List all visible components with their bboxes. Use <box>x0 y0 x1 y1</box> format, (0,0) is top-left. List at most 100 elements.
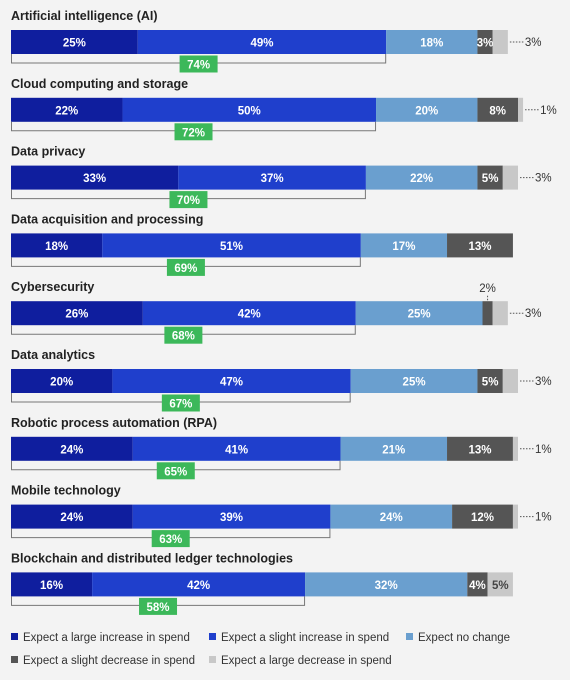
bar-segment-large-increase <box>11 165 179 190</box>
bar-label: 5% <box>482 173 499 185</box>
bar-label: 12% <box>471 512 494 524</box>
bar-segment-no-change <box>386 30 478 54</box>
bar-label: 39% <box>220 512 243 524</box>
bar-segment-no-change <box>360 233 448 258</box>
total-badge <box>156 462 195 480</box>
bar-label: 16% <box>40 580 63 592</box>
bar-label: 18% <box>45 241 68 253</box>
bar-segment-large-increase <box>11 572 93 597</box>
category-title: Data privacy <box>11 145 85 159</box>
callout-label: 3% <box>535 173 552 185</box>
total-badge <box>179 55 218 73</box>
category-title: Blockchain and distributed ledger techno… <box>11 551 293 565</box>
bar-label: 13% <box>468 444 491 456</box>
bar-label: 25% <box>403 377 426 389</box>
legend-swatch-large-increase <box>11 633 18 640</box>
bar-label: 25% <box>63 38 86 50</box>
bar-segment-large-decrease <box>502 165 518 190</box>
bar-label: 8% <box>489 105 506 117</box>
bar-label: 4% <box>469 580 486 592</box>
callout-label: 1% <box>540 105 557 117</box>
bar-segment-slight-decrease <box>482 301 493 326</box>
bar-segment-large-decrease <box>512 436 518 461</box>
legend-swatch-no-change <box>406 633 413 640</box>
bar-segment-large-increase <box>11 504 133 529</box>
bar-label: 17% <box>392 241 415 253</box>
bar-label: 37% <box>261 173 284 185</box>
bar-label: 33% <box>83 173 106 185</box>
bar-label: 26% <box>65 309 88 321</box>
callout-label: 3% <box>535 376 552 388</box>
bar-label: 22% <box>55 105 78 117</box>
category-title: Data acquisition and processing <box>11 212 203 226</box>
bar-segment-slight-decrease <box>452 504 513 529</box>
total-badge <box>169 191 208 209</box>
total-badge-label: 67% <box>169 399 192 411</box>
total-badge-label: 74% <box>187 60 210 72</box>
legend-swatch-slight-decrease <box>11 656 18 663</box>
bar-label: 20% <box>50 377 73 389</box>
legend-label-slight-decrease: Expect a slight decrease in spend <box>23 655 195 667</box>
bar-segment-slight-increase <box>92 572 306 597</box>
total-badge <box>174 123 213 141</box>
bar-label: 49% <box>250 38 273 50</box>
bar-segment-slight-decrease <box>447 233 513 258</box>
total-badge-label: 72% <box>182 127 205 139</box>
category-title: Robotic process automation (RPA) <box>11 416 217 430</box>
bar-segment-no-change <box>350 369 478 393</box>
total-badge <box>164 326 203 344</box>
category-title: Cloud computing and storage <box>11 77 188 91</box>
bar-segment-slight-increase <box>137 30 387 54</box>
category-title: Cybersecurity <box>11 280 94 294</box>
total-badge <box>139 597 178 615</box>
bar-label: 42% <box>187 580 210 592</box>
bar-segment-slight-increase <box>142 301 356 326</box>
bar-segment-slight-decrease <box>467 572 488 597</box>
total-badge-label: 58% <box>147 602 170 614</box>
bar-label: 20% <box>415 105 438 117</box>
bar-label: 24% <box>380 512 403 524</box>
bar-segment-slight-decrease <box>447 436 513 461</box>
total-badge-label: 70% <box>177 195 200 207</box>
category-title: Mobile technology <box>11 484 121 498</box>
bar-label: 5% <box>492 580 509 592</box>
bar-label: 24% <box>60 444 83 456</box>
bar-segment-slight-decrease <box>477 97 518 122</box>
bar-label: 41% <box>225 444 248 456</box>
callout-label: 3% <box>525 37 542 49</box>
bar-label: 5% <box>482 377 499 389</box>
total-badge <box>166 258 205 276</box>
category-title: Data analytics <box>11 348 95 362</box>
bar-segment-slight-increase <box>102 233 361 258</box>
callout-label: 1% <box>535 444 552 456</box>
bar-segment-large-increase <box>11 369 113 393</box>
bar-label: 32% <box>375 580 398 592</box>
bar-segment-no-change <box>355 301 483 326</box>
bar-segment-slight-increase <box>178 165 366 190</box>
total-badge-label: 63% <box>159 534 182 546</box>
callout-label: 3% <box>525 308 542 320</box>
legend-label-large-increase: Expect a large increase in spend <box>23 632 190 644</box>
bar-segment-no-change <box>340 436 448 461</box>
bar-label: 25% <box>408 309 431 321</box>
legend-label-slight-increase: Expect a slight increase in spend <box>221 632 389 644</box>
bar-label: 13% <box>468 241 491 253</box>
total-badge <box>161 394 200 412</box>
bar-segment-large-decrease <box>512 504 518 529</box>
bar-label: 47% <box>220 377 243 389</box>
bar-segment-large-increase <box>11 233 103 258</box>
bar-segment-large-decrease <box>487 572 513 597</box>
legend-label-no-change: Expect no change <box>418 632 510 644</box>
total-badge-label: 68% <box>172 331 195 343</box>
bar-label: 22% <box>410 173 433 185</box>
legend-swatch-large-decrease <box>209 656 216 663</box>
bar-segment-large-increase <box>11 436 133 461</box>
bar-label: 50% <box>238 105 261 117</box>
total-badge-label: 69% <box>174 263 197 275</box>
bar-label: 21% <box>382 444 405 456</box>
bar-segment-no-change <box>330 504 453 529</box>
total-badge-label: 65% <box>164 466 187 478</box>
bar-segment-slight-increase <box>132 436 341 461</box>
bar-segment-large-decrease <box>518 97 524 122</box>
